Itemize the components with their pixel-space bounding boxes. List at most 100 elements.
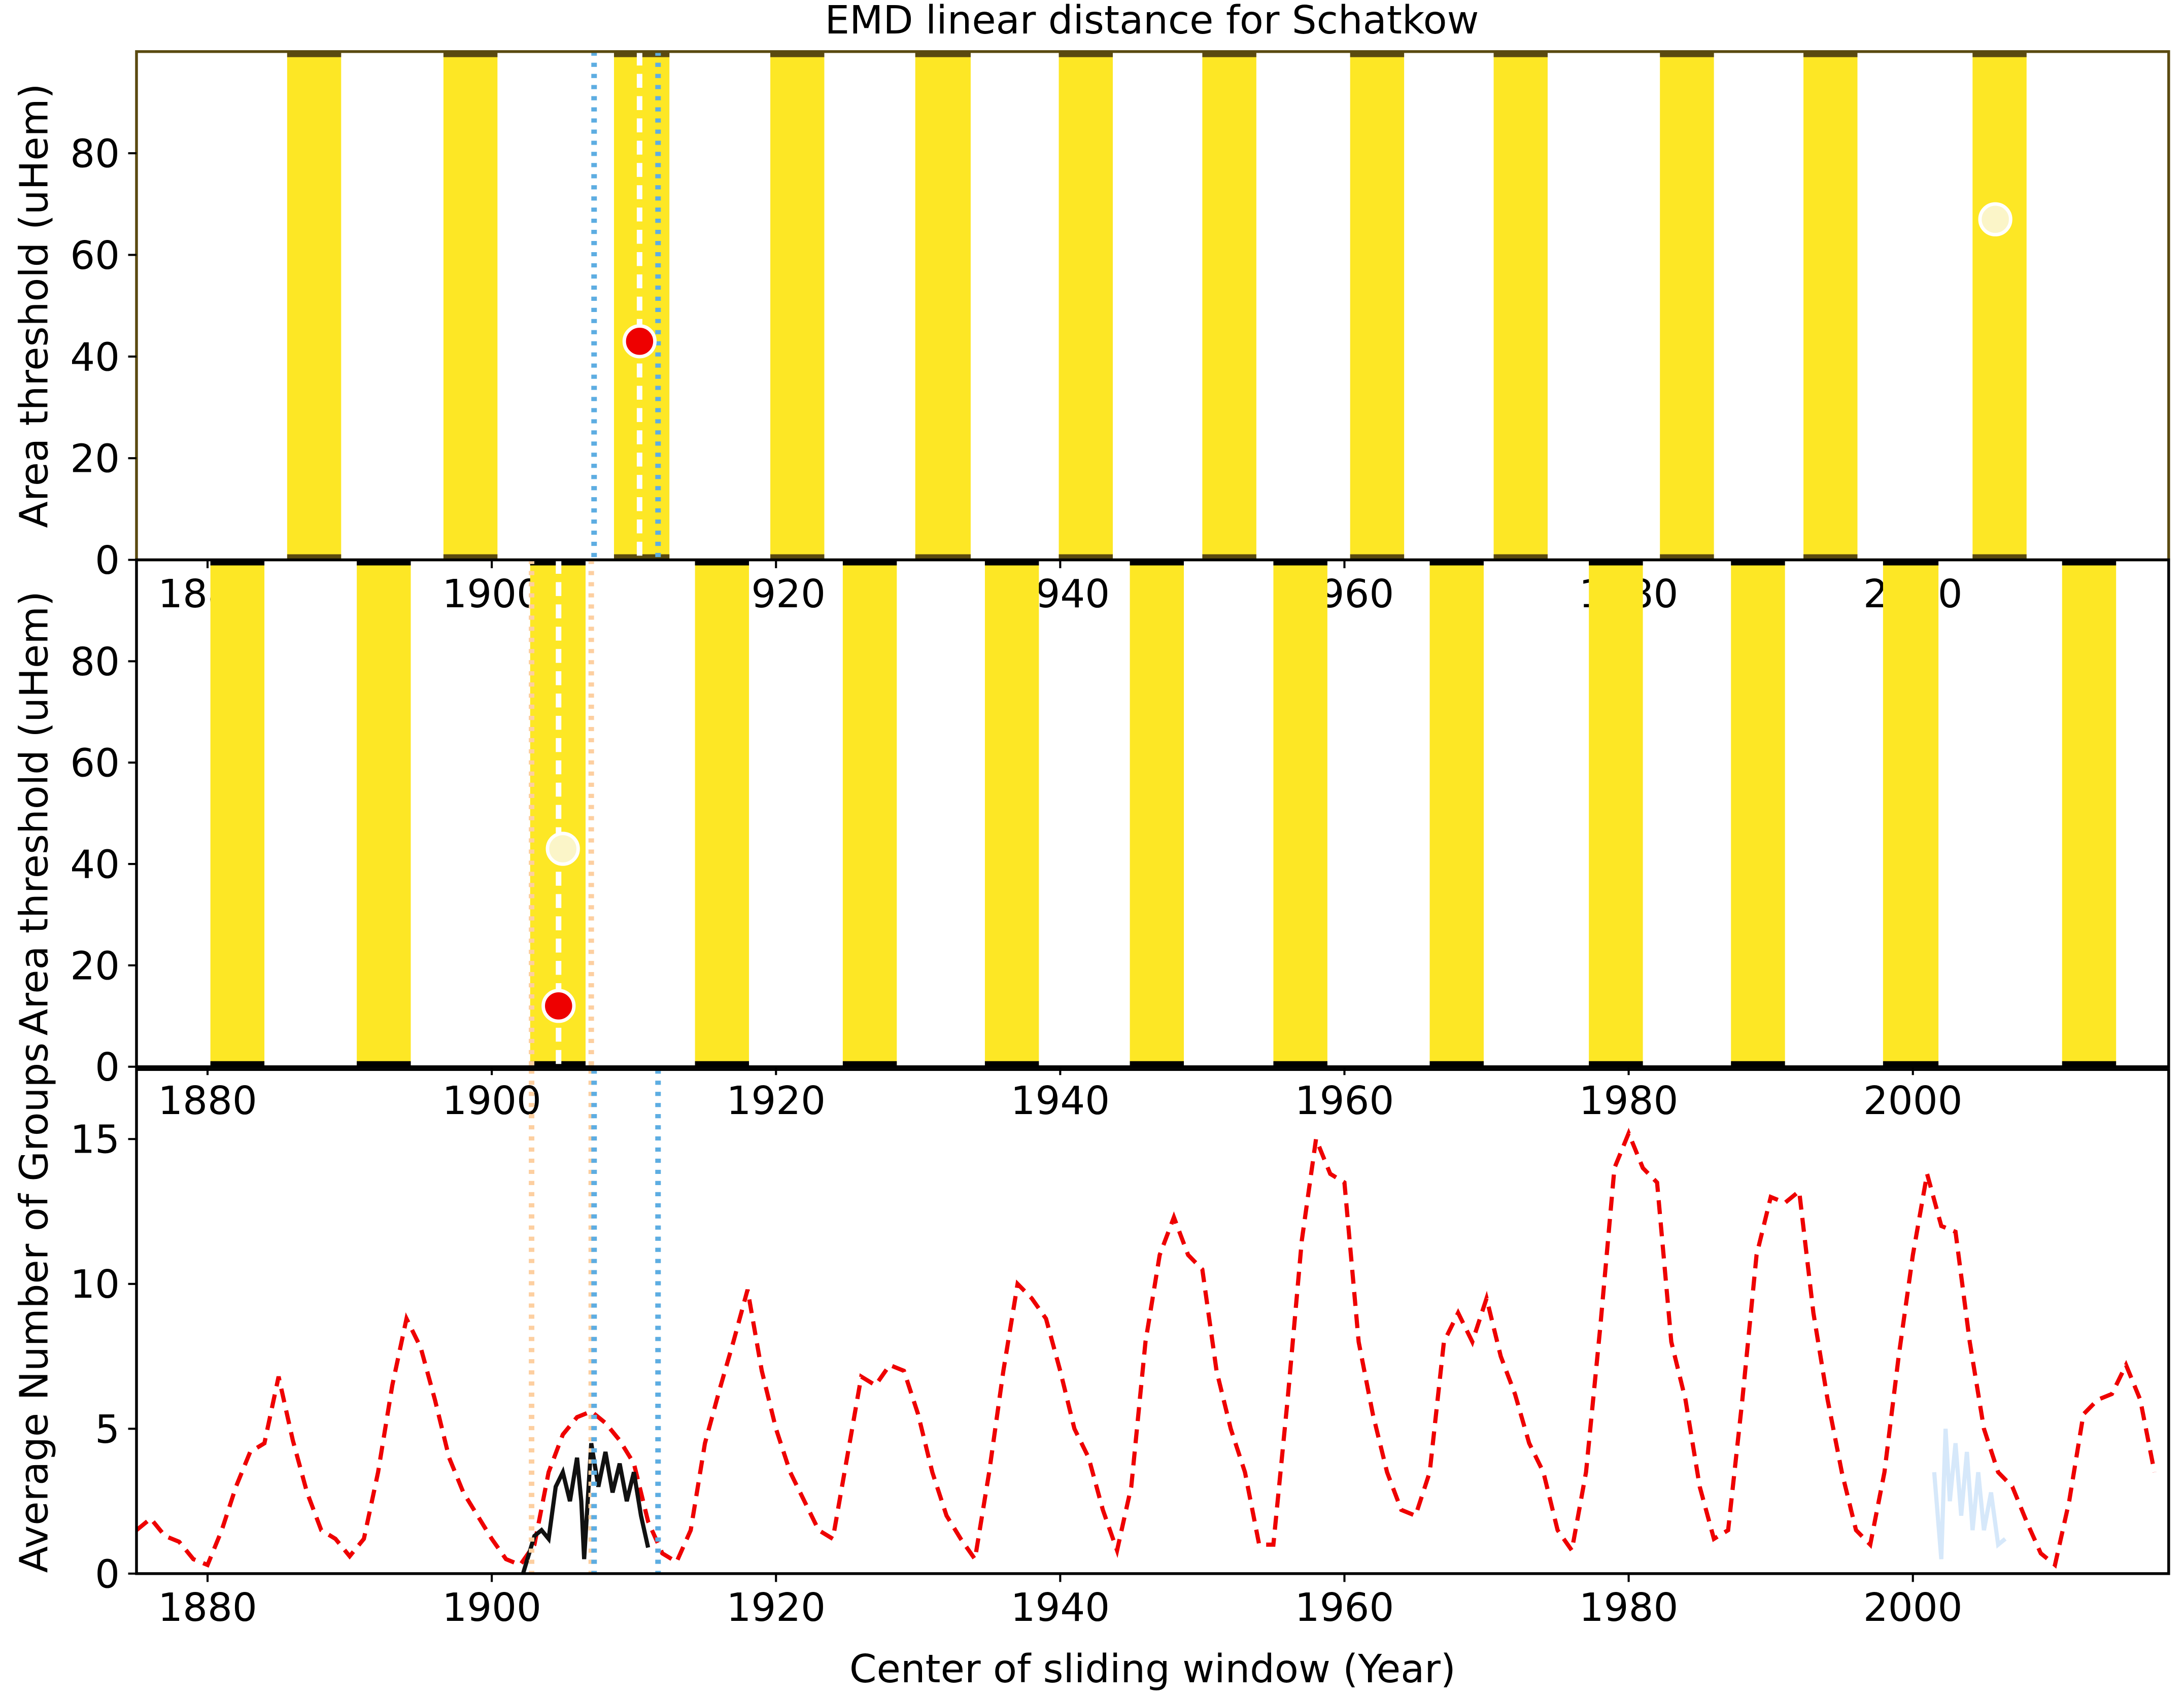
band-edge bbox=[1273, 1061, 1327, 1067]
band-edge bbox=[984, 1061, 1039, 1067]
y-axis-label: Area threshold (uHem) bbox=[12, 84, 57, 528]
band bbox=[984, 560, 1039, 1067]
band-edge bbox=[357, 560, 411, 566]
point bbox=[1978, 202, 2012, 236]
x-tick-label: 1880 bbox=[158, 1585, 257, 1631]
band bbox=[1059, 51, 1113, 560]
chart-title: EMD linear distance for Schatkow bbox=[825, 0, 1479, 43]
y-axis-label: Area threshold (uHem) bbox=[12, 591, 57, 1035]
y-tick-label: 80 bbox=[70, 132, 120, 177]
band bbox=[287, 51, 342, 560]
x-tick-label: 1960 bbox=[1295, 1079, 1394, 1124]
y-tick-label: 0 bbox=[95, 1045, 120, 1090]
band-edge bbox=[287, 51, 342, 57]
band-edge bbox=[1273, 560, 1327, 566]
band bbox=[1429, 560, 1484, 1067]
band-edge bbox=[287, 554, 342, 560]
y-tick-label: 60 bbox=[70, 741, 120, 786]
x-tick-label: 1940 bbox=[1011, 1079, 1110, 1124]
band-edge bbox=[2062, 560, 2117, 566]
band bbox=[915, 51, 971, 560]
band-edge bbox=[1589, 1061, 1643, 1067]
band-edge bbox=[1883, 1061, 1939, 1067]
band-edge bbox=[1202, 554, 1256, 560]
band bbox=[842, 560, 897, 1067]
band-edge bbox=[1883, 560, 1939, 566]
band-edge bbox=[1202, 51, 1256, 57]
x-tick-label: 1900 bbox=[442, 1079, 541, 1124]
series-line bbox=[136, 1127, 2157, 1569]
band-edge bbox=[1589, 560, 1643, 566]
band bbox=[1130, 560, 1184, 1067]
band-edge bbox=[1429, 1061, 1484, 1067]
band-edge bbox=[770, 554, 825, 560]
band-edge bbox=[2062, 1061, 2117, 1067]
x-tick-label: 1900 bbox=[442, 1585, 541, 1631]
band bbox=[1493, 51, 1548, 560]
band-edge bbox=[443, 554, 498, 560]
band bbox=[770, 51, 825, 560]
band-edge bbox=[1803, 51, 1858, 57]
band-edge bbox=[443, 51, 498, 57]
band-edge bbox=[1731, 560, 1785, 566]
band-edge bbox=[1972, 51, 2027, 57]
y-tick-label: 60 bbox=[70, 233, 120, 279]
x-tick-label: 1960 bbox=[1295, 1585, 1394, 1631]
band-edge bbox=[1660, 554, 1714, 560]
series-line bbox=[521, 1443, 651, 1574]
band-edge bbox=[1493, 51, 1548, 57]
y-axis-label: Average Number of Groups bbox=[12, 1043, 57, 1573]
band bbox=[1803, 51, 1858, 560]
band-edge bbox=[695, 1061, 749, 1067]
y-tick-label: 20 bbox=[70, 437, 120, 482]
point bbox=[545, 831, 580, 866]
band bbox=[1883, 560, 1939, 1067]
band bbox=[357, 560, 411, 1067]
band-edge bbox=[984, 560, 1039, 566]
plot-area bbox=[287, 51, 2027, 560]
band-edge bbox=[210, 560, 265, 566]
band-edge bbox=[1059, 554, 1113, 560]
point bbox=[622, 324, 657, 359]
band-edge bbox=[1130, 1061, 1184, 1067]
x-tick-label: 1980 bbox=[1579, 1079, 1679, 1124]
y-tick-label: 0 bbox=[95, 1552, 120, 1597]
frame bbox=[135, 1068, 2170, 1575]
series-line bbox=[1932, 1429, 2007, 1559]
x-tick-label: 1920 bbox=[726, 1585, 826, 1631]
band-edge bbox=[915, 554, 971, 560]
band bbox=[695, 560, 749, 1067]
x-tick-label: 1940 bbox=[1011, 1585, 1110, 1631]
band-edge bbox=[1429, 560, 1484, 566]
plot-area bbox=[136, 1069, 2157, 1574]
band bbox=[1660, 51, 1714, 560]
band-edge bbox=[842, 1061, 897, 1067]
x-axis-label: Center of sliding window (Year) bbox=[849, 1647, 1456, 1692]
y-tick-label: 10 bbox=[70, 1262, 120, 1307]
y-tick-label: 40 bbox=[70, 842, 120, 887]
plot-area bbox=[210, 560, 2117, 1067]
x-tick-label: 1980 bbox=[1579, 1585, 1679, 1631]
band bbox=[1731, 560, 1785, 1067]
band-edge bbox=[1803, 554, 1858, 560]
band bbox=[1350, 51, 1405, 560]
band bbox=[210, 560, 265, 1067]
x-tick-label: 2000 bbox=[1863, 1585, 1963, 1631]
band-edge bbox=[613, 554, 670, 560]
frame bbox=[135, 558, 2170, 1068]
x-tick-label: 1920 bbox=[726, 1079, 826, 1124]
band-edge bbox=[842, 560, 897, 566]
x-tick-label: 1900 bbox=[442, 572, 541, 617]
band-edge bbox=[770, 51, 825, 57]
frame bbox=[135, 50, 2170, 562]
band-edge bbox=[915, 51, 971, 57]
y-tick-label: 80 bbox=[70, 640, 120, 685]
band bbox=[1273, 560, 1327, 1067]
x-tick-label: 1880 bbox=[158, 1079, 257, 1124]
band-edge bbox=[1059, 51, 1113, 57]
band-edge bbox=[695, 560, 749, 566]
y-tick-label: 5 bbox=[95, 1407, 120, 1452]
y-tick-label: 0 bbox=[95, 538, 120, 583]
band-edge bbox=[1130, 560, 1184, 566]
